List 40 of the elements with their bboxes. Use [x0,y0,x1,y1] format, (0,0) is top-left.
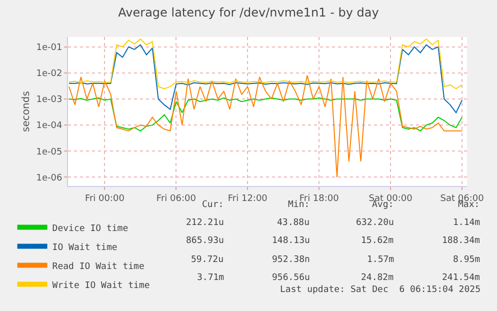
y-axis-title: seconds [21,91,32,132]
line-series [68,74,463,178]
y-tick-label: 1e-02 [36,69,62,80]
text: 952.38n [272,255,310,265]
y-tick-label: 1e-04 [36,121,62,132]
text: 148.13u [272,236,310,246]
text: 43.88u [277,218,310,228]
text: Avg: [372,200,394,210]
text: Max: [458,200,480,210]
legend-label: Read IO Wait time [52,262,144,272]
text: 3.71m [197,273,224,283]
text: 956.56u [272,273,310,283]
line-series [68,38,463,90]
text: 212.21u [186,218,224,228]
text: 865.93u [186,236,224,246]
y-tick-label: 1e-01 [36,43,62,54]
text: Cur: [202,200,224,210]
legend-label: IO Wait time [52,242,118,253]
text: Last update: Sat Dec 6 06:15:04 2025 [280,285,480,295]
text: 1.57m [367,255,394,265]
legend-label: Device IO time [52,224,128,234]
chart-title: Average latency for /dev/nvme1n1 - by day [118,5,379,20]
text: 24.82m [361,273,394,283]
text: 241.54m [442,273,480,283]
y-tick-label: 1e-03 [36,95,62,106]
text: Min: [288,200,310,210]
text: 59.72u [191,255,224,265]
text: 1.14m [453,218,480,228]
text: 8.95m [453,255,480,265]
y-tick-label: 1e-05 [36,147,62,158]
x-tick-label: Fri 12:00 [228,194,268,204]
text: 188.34m [442,236,480,246]
legend-label: Write IO Wait time [52,280,150,291]
text: 15.62m [361,236,394,246]
y-tick-label: 1e-06 [36,173,62,184]
text: 632.20u [356,218,394,228]
x-tick-label: Fri 06:00 [156,194,196,204]
x-tick-label: Fri 00:00 [84,194,125,204]
line-series [68,97,463,132]
line-series [68,44,463,114]
